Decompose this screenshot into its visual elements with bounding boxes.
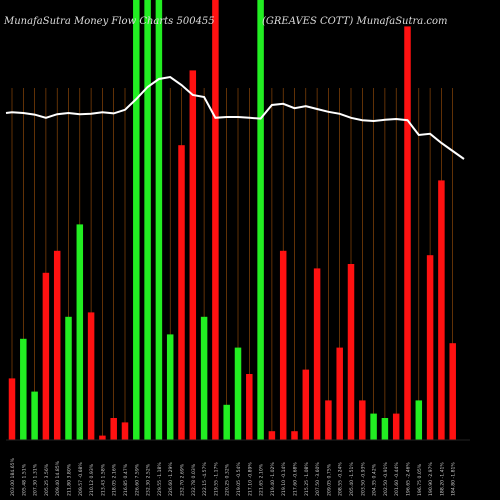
- x-tick-label: 219.10 -0.14%: [281, 462, 287, 496]
- chart-subtitle: (GREAVES COTT) MunafaSutra.com: [262, 16, 448, 27]
- flow-bar: [178, 145, 185, 440]
- x-tick-label: 208.55 -0.24%: [338, 462, 344, 496]
- flow-bar: [404, 26, 411, 441]
- x-tick-label: 202.50 -0.91%: [383, 462, 389, 496]
- flow-bar: [426, 255, 434, 440]
- x-tick-label: 205.40 -1.51%: [349, 462, 355, 496]
- flow-bar: [65, 316, 72, 440]
- flow-bar: [189, 70, 197, 441]
- flow-bar: [381, 418, 389, 440]
- x-tick-label: 196.65 -2.46%: [406, 462, 412, 496]
- flow-bar: [200, 316, 208, 440]
- x-tick-labels: 203.00 184.65% 205.48 1.51% 207.30 1.31% 20…: [10, 457, 457, 496]
- flow-bar: [31, 391, 38, 440]
- flow-bar: [234, 347, 242, 440]
- flow-bar: [8, 378, 16, 440]
- x-tick-label: 203.00 184.65%: [10, 457, 16, 496]
- x-tick-label: 226.60 -1.29%: [168, 462, 174, 496]
- flow-bar: [166, 334, 174, 440]
- x-tick-label: 190.90 -2.97%: [428, 462, 434, 496]
- flow-bar: [144, 0, 151, 440]
- flow-bar: [449, 343, 456, 440]
- chart-title: MunafaSutra Money Flow Charts 500455: [4, 16, 215, 27]
- x-tick-label: 218.05 2.16%: [112, 463, 118, 496]
- x-tick-label: 219.55 -1.17%: [213, 462, 219, 496]
- x-tick-label: 219.05 -0.54%: [236, 462, 242, 496]
- x-tick-label: 232.30 2.52%: [146, 463, 152, 496]
- x-tick-label: 232.70 2.69%: [180, 463, 186, 496]
- flow-bar: [133, 0, 140, 440]
- x-tick-label: 211.80 3.80%: [67, 463, 73, 496]
- x-tick-label: 220.25 0.32%: [225, 463, 231, 496]
- flow-bar: [291, 431, 298, 440]
- x-tick-label: 205.48 1.51%: [21, 463, 27, 496]
- x-tick-label: 207.50 -3.60%: [315, 462, 321, 496]
- x-tick-label: 213.43 1.58%: [100, 463, 106, 496]
- flow-bar: [392, 413, 400, 440]
- flow-bar: [212, 0, 219, 440]
- flow-bar: [155, 0, 163, 440]
- flow-bar: [53, 250, 61, 440]
- x-tick-label: 207.30 1.31%: [33, 463, 39, 496]
- flow-bar: [325, 400, 332, 440]
- flow-bar: [110, 418, 117, 440]
- flow-bar: [415, 400, 423, 440]
- flow-bar: [246, 374, 253, 440]
- x-tick-label: 222.15 -4.57%: [202, 462, 208, 496]
- flow-bar: [359, 400, 366, 440]
- x-tick-label: 221.65 2.10%: [259, 463, 265, 496]
- x-tick-label: 210.12 0.93%: [89, 463, 95, 496]
- flow-bar: [121, 422, 129, 440]
- x-tick-label: 217.10 -0.89%: [247, 462, 253, 496]
- x-tick-label: 226.60 7.59%: [134, 463, 140, 496]
- flow-bar: [313, 268, 321, 440]
- x-tick-label: 215.25 -1.08%: [304, 462, 310, 496]
- x-tick-label: 217.60 -0.68%: [293, 462, 299, 496]
- flow-bar: [438, 180, 445, 440]
- flow-bar: [302, 369, 310, 440]
- flow-bar: [76, 224, 84, 440]
- x-tick-label: 209.40 14.85%: [55, 460, 61, 496]
- flow-bar: [42, 272, 50, 440]
- x-tick-label: 205.25 3.56%: [44, 463, 50, 496]
- x-tick-label: 184.80 -1.81%: [451, 462, 457, 496]
- x-tick-label: 209.05 0.75%: [326, 463, 332, 496]
- flow-bar: [370, 413, 377, 440]
- flow-bar: [336, 347, 343, 440]
- price-line: [5, 75, 465, 160]
- x-tick-label: 219.40 -1.02%: [270, 462, 276, 496]
- x-tick-label: 229.55 -1.18%: [157, 462, 163, 496]
- flow-bar: [99, 435, 106, 440]
- x-tick-label: 188.20 -1.41%: [439, 462, 445, 496]
- x-tick-label: 203.50 -0.93%: [360, 462, 366, 496]
- x-tick-label: 204.35 0.42%: [372, 463, 378, 496]
- x-tick-label: 232.78 0.03%: [191, 463, 197, 496]
- flow-bar: [223, 404, 230, 440]
- x-tick-label: 196.75 0.05%: [417, 463, 423, 496]
- x-tick-label: 209.57 -0.68%: [78, 462, 84, 496]
- flow-bar: [347, 264, 355, 440]
- x-tick-label: 216.85 0.47%: [123, 463, 129, 496]
- flow-bar: [257, 0, 264, 440]
- bar-series: [8, 0, 456, 441]
- flow-bar: [87, 312, 95, 440]
- x-tick-label: 201.60 -0.44%: [394, 462, 400, 496]
- flow-bar: [279, 250, 287, 440]
- flow-bar: [20, 338, 27, 440]
- flow-bar: [268, 431, 276, 440]
